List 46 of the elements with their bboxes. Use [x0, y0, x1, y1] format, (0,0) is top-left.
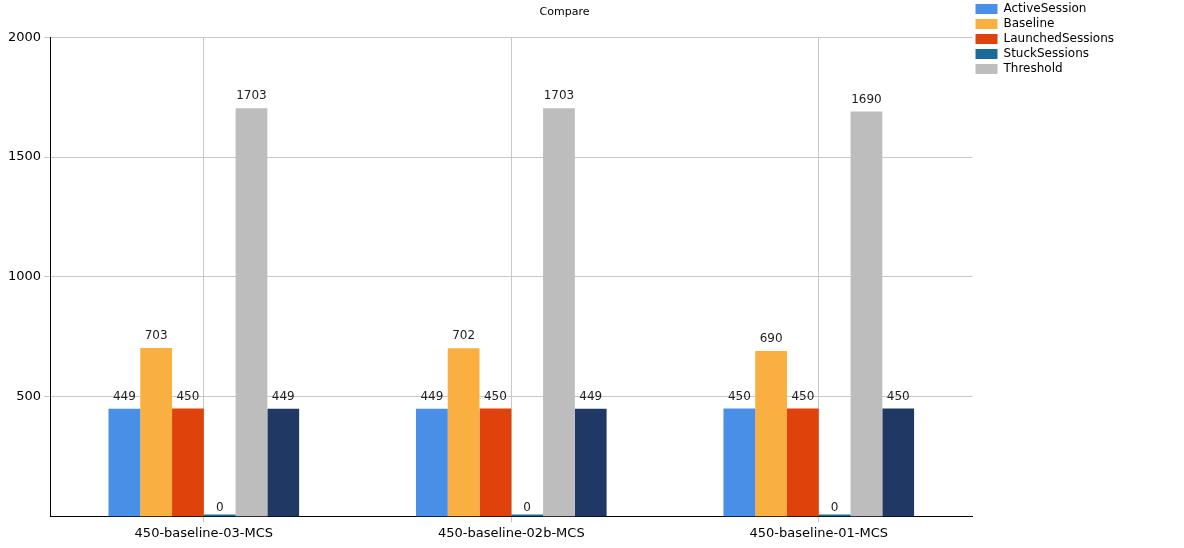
legend-label: Threshold — [1002, 61, 1063, 76]
bar — [787, 408, 819, 517]
legend-label: ActiveSession — [1003, 1, 1087, 16]
y-tick-label: 1000 — [7, 268, 42, 284]
bar — [415, 408, 448, 517]
x-tick-label: 450-baseline-02b-MCS — [437, 524, 585, 540]
bar — [447, 348, 480, 517]
data-label: 1703 — [236, 88, 267, 103]
data-label: 450 — [886, 388, 910, 403]
data-label: 703 — [144, 328, 168, 343]
legend-label: Baseline — [1003, 16, 1055, 31]
bar — [479, 408, 512, 517]
x-tick-label: 450-baseline-03-MCS — [134, 524, 274, 540]
bar — [172, 408, 204, 517]
data-label: 449 — [112, 388, 136, 403]
legend-label: StuckSessions — [1003, 46, 1090, 61]
bar — [511, 514, 544, 517]
legend-label: LaunchedSessions — [1003, 31, 1115, 46]
bar — [723, 408, 756, 517]
data-label: 449 — [420, 388, 444, 403]
data-label: 690 — [759, 331, 783, 346]
data-label: 450 — [483, 388, 507, 403]
bar — [882, 408, 915, 517]
y-tick-label: 2000 — [7, 28, 42, 44]
y-tick-label: 500 — [16, 387, 42, 403]
bar — [140, 347, 173, 517]
data-label: 449 — [271, 388, 295, 403]
data-label: 1690 — [851, 91, 882, 106]
bar — [203, 514, 236, 517]
bar — [574, 408, 607, 517]
bar — [267, 408, 300, 517]
data-label: 1703 — [543, 88, 575, 103]
bar — [108, 408, 141, 517]
y-tick-label: 1500 — [7, 148, 42, 164]
bar — [818, 514, 851, 517]
data-label: 0 — [830, 499, 839, 514]
data-label: 450 — [727, 388, 751, 403]
data-label: 450 — [176, 388, 200, 403]
data-label: 450 — [791, 388, 815, 403]
bar — [755, 351, 787, 517]
data-label: 0 — [215, 499, 224, 514]
data-label: 702 — [452, 328, 476, 343]
chart-title: Compare — [539, 5, 590, 19]
data-label: 449 — [579, 388, 603, 403]
x-tick-label: 450-baseline-01-MCS — [749, 524, 888, 540]
data-label: 0 — [523, 499, 531, 514]
